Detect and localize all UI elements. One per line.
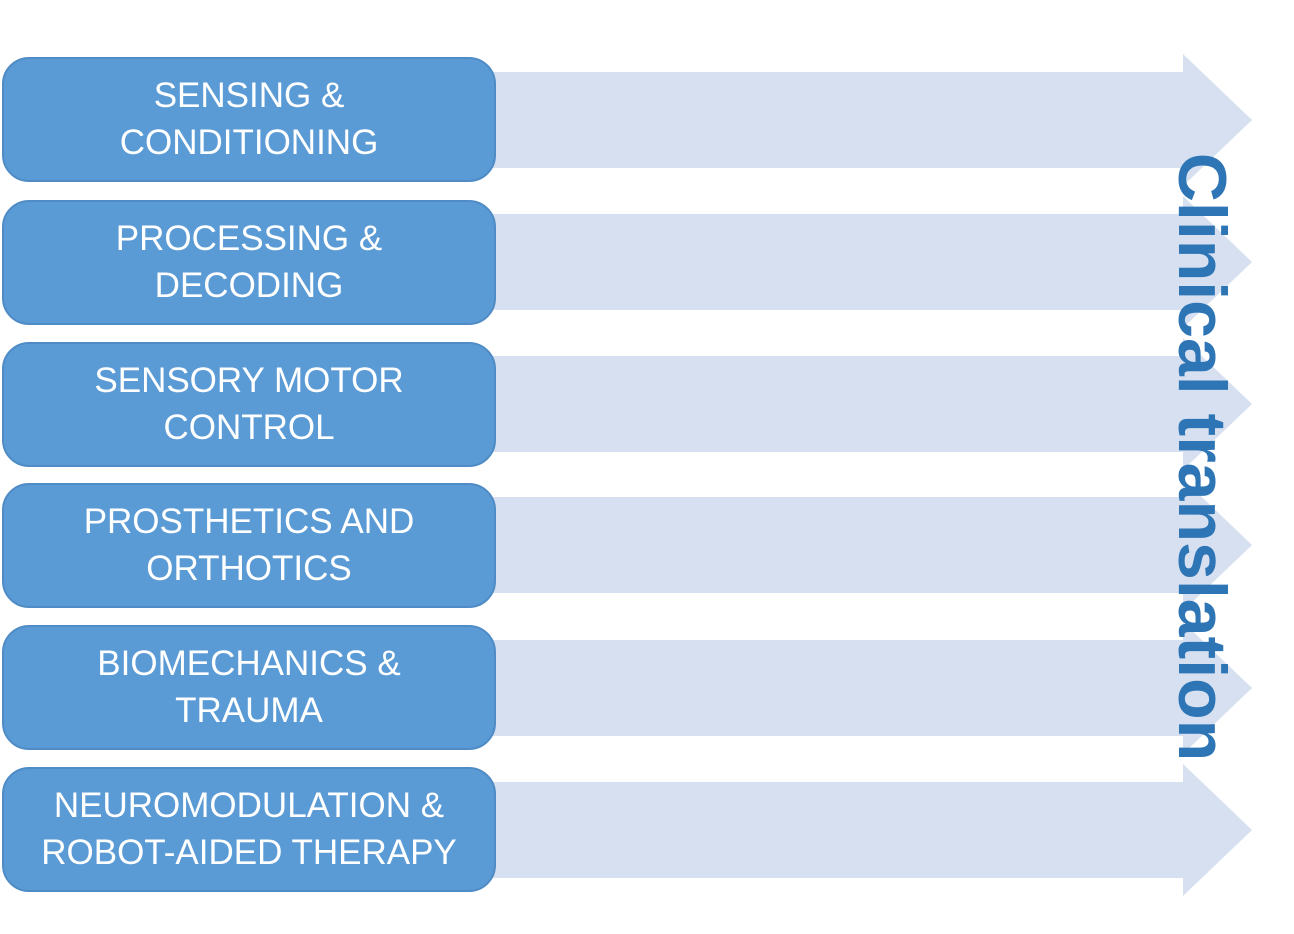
stage-box-processing-decoding: PROCESSING & DECODING — [2, 200, 496, 325]
flow-arrow-biomechanics-trauma — [490, 622, 1252, 754]
flow-arrow-processing-decoding — [490, 196, 1252, 328]
stage-box-neuromodulation-robot-aided-therapy: NEUROMODULATION & ROBOT-AIDED THERAPY — [2, 767, 496, 892]
flow-arrow-neuromodulation — [490, 764, 1252, 896]
flow-arrow-prosthetics-orthotics — [490, 479, 1252, 611]
stage-box-biomechanics-trauma: BIOMECHANICS & TRAUMA — [2, 625, 496, 750]
stage-box-sensory-motor-control: SENSORY MOTOR CONTROL — [2, 342, 496, 467]
flow-arrow-sensing-conditioning — [490, 54, 1252, 186]
stage-box-sensing-conditioning: SENSING & CONDITIONING — [2, 57, 496, 182]
stage-box-prosthetics-orthotics: PROSTHETICS AND ORTHOTICS — [2, 483, 496, 608]
flow-arrow-sensory-motor-control — [490, 338, 1252, 470]
vertical-title-clinical-translation: Clinical translation — [1164, 152, 1240, 762]
